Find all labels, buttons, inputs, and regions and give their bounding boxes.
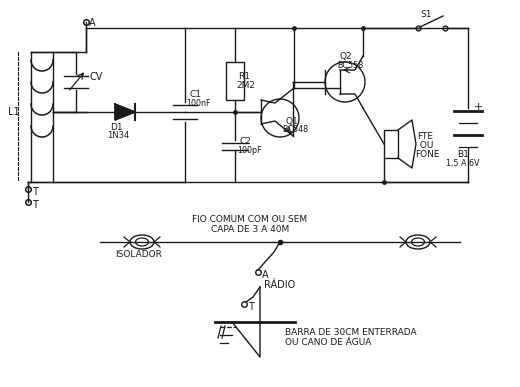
Text: BARRA DE 30CM ENTERRADA: BARRA DE 30CM ENTERRADA xyxy=(285,328,417,337)
FancyBboxPatch shape xyxy=(384,130,398,158)
Text: T: T xyxy=(248,302,254,312)
Text: C1: C1 xyxy=(189,90,201,99)
Text: 100pF: 100pF xyxy=(237,146,262,155)
Text: 1,5 A 6V: 1,5 A 6V xyxy=(446,159,480,168)
Text: Q1: Q1 xyxy=(285,117,298,126)
Text: B1: B1 xyxy=(457,150,469,159)
Text: R1: R1 xyxy=(238,72,250,81)
Text: C2: C2 xyxy=(240,137,252,146)
Text: CAPA DE 3 A 40M: CAPA DE 3 A 40M xyxy=(211,225,289,234)
Text: +: + xyxy=(474,102,484,112)
Text: L1: L1 xyxy=(8,107,20,117)
Text: A: A xyxy=(262,270,269,280)
Text: T: T xyxy=(32,187,38,197)
Text: ISOLADOR: ISOLADOR xyxy=(115,250,162,259)
Text: 100nF: 100nF xyxy=(186,99,211,108)
Text: BC548: BC548 xyxy=(282,125,308,134)
Text: FIO COMUM COM OU SEM: FIO COMUM COM OU SEM xyxy=(192,215,307,224)
Text: OU CANO DE ÁGUA: OU CANO DE ÁGUA xyxy=(285,338,371,347)
Text: OU: OU xyxy=(417,141,433,150)
Text: 1N34: 1N34 xyxy=(107,131,129,140)
Text: BC558: BC558 xyxy=(337,61,363,70)
Text: S1: S1 xyxy=(420,10,432,19)
Text: T: T xyxy=(32,200,38,210)
Text: FONE: FONE xyxy=(415,150,439,159)
Text: CV: CV xyxy=(90,72,103,82)
Text: D1: D1 xyxy=(110,123,123,132)
FancyBboxPatch shape xyxy=(226,62,244,100)
Text: RÁDIO: RÁDIO xyxy=(264,280,296,290)
Text: Q2: Q2 xyxy=(340,52,353,61)
Polygon shape xyxy=(115,104,135,120)
Text: FTE: FTE xyxy=(417,132,433,141)
Text: A: A xyxy=(89,18,96,28)
Text: 2M2: 2M2 xyxy=(236,81,255,90)
